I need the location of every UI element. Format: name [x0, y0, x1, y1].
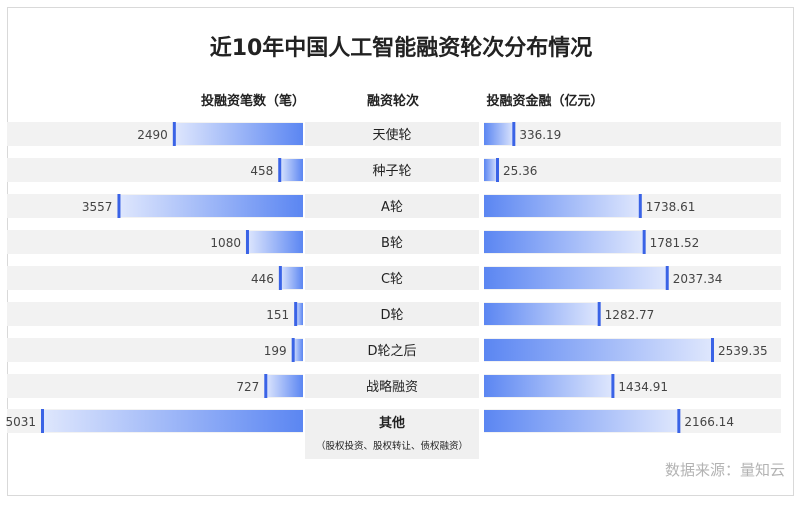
left-track: [7, 302, 303, 326]
right-bar-marker: [496, 158, 499, 182]
left-value-label: 2490: [137, 128, 168, 142]
left-bar: [292, 339, 303, 361]
right-value-label: 2539.35: [718, 344, 768, 358]
category-label: C轮: [381, 272, 403, 287]
right-bar: [484, 375, 614, 397]
right-bar: [484, 303, 600, 325]
category-label: 其他: [379, 415, 405, 431]
left-bar-marker: [41, 409, 44, 433]
right-track: [484, 158, 781, 182]
left-bar: [42, 410, 303, 432]
left-value-label: 199: [264, 344, 287, 358]
right-bar-marker: [597, 302, 601, 326]
left-bar: [246, 231, 303, 253]
left-bar-marker: [294, 302, 298, 326]
right-bar-marker: [665, 266, 669, 290]
left-value-label: 458: [250, 164, 273, 178]
right-value-label: 1282.77: [605, 308, 655, 322]
category-label-bg: [305, 158, 479, 182]
category-label: 种子轮: [372, 164, 411, 179]
category-label-bg: [305, 230, 479, 254]
left-bar: [265, 375, 303, 397]
left-value-label: 3557: [82, 200, 113, 214]
category-label: 战略融资: [366, 379, 418, 395]
right-value-label: 1434.91: [618, 380, 668, 394]
left-bar: [173, 123, 303, 145]
category-label: 天使轮: [372, 127, 411, 143]
right-bar: [484, 195, 641, 217]
category-label-bg: [305, 409, 479, 459]
category-label-bg: [305, 122, 479, 146]
left-bar: [279, 159, 303, 181]
right-bar: [484, 339, 713, 361]
right-bar-marker: [638, 194, 642, 218]
left-bar-marker: [264, 374, 268, 398]
left-series-header: 投融资笔数（笔）: [201, 93, 305, 109]
right-bar-marker: [711, 338, 714, 362]
left-track: [7, 338, 303, 362]
left-value-label: 727: [236, 380, 259, 394]
right-bar-marker: [642, 230, 646, 254]
right-value-label: 336.19: [519, 128, 561, 142]
chart-title: 近10年中国人工智能融资轮次分布情况: [210, 35, 593, 61]
category-label: D轮之后: [367, 344, 416, 359]
left-value-label: 151: [266, 308, 289, 322]
center-header: 融资轮次: [367, 93, 419, 109]
category-label-bg: [305, 266, 479, 290]
left-bar: [279, 267, 303, 289]
right-track: [484, 122, 781, 146]
left-bar-marker: [172, 122, 176, 146]
right-bar: [484, 159, 498, 181]
left-value-label: 1080: [210, 236, 241, 250]
left-bar-marker: [245, 230, 249, 254]
right-bar-marker: [512, 122, 516, 146]
right-value-label: 2166.14: [684, 415, 734, 429]
category-label-bg: [305, 374, 479, 398]
category-label: A轮: [381, 200, 403, 215]
right-value-label: 1781.52: [650, 236, 700, 250]
left-value-label: 5031: [5, 415, 36, 429]
left-bar-marker: [117, 194, 121, 218]
category-label: B轮: [381, 236, 403, 251]
right-bar: [484, 231, 645, 253]
left-track: [7, 374, 303, 398]
category-note: （股权投资、股权转让、债权融资）: [316, 440, 468, 452]
left-value-label: 446: [251, 272, 274, 286]
left-track: [7, 158, 303, 182]
category-label-bg: [305, 194, 479, 218]
left-bar-marker: [278, 266, 282, 290]
left-bar: [118, 195, 304, 217]
right-bar-marker: [611, 374, 615, 398]
right-value-label: 25.36: [503, 164, 537, 178]
category-label: D轮: [380, 308, 403, 323]
right-bar-marker: [677, 409, 681, 433]
right-value-label: 1738.61: [646, 200, 696, 214]
left-track: [7, 266, 303, 290]
right-bar: [484, 410, 680, 432]
right-bar: [484, 123, 515, 145]
category-label-bg: [305, 302, 479, 326]
right-value-label: 2037.34: [673, 272, 723, 286]
source-note: 数据来源：量知云: [665, 461, 785, 479]
right-series-header: 投融资金融（亿元）: [486, 93, 603, 109]
left-bar-marker: [291, 338, 295, 362]
left-bar-marker: [278, 158, 282, 182]
left-bar: [295, 303, 303, 325]
right-bar: [484, 267, 668, 289]
category-label-bg: [305, 338, 479, 362]
